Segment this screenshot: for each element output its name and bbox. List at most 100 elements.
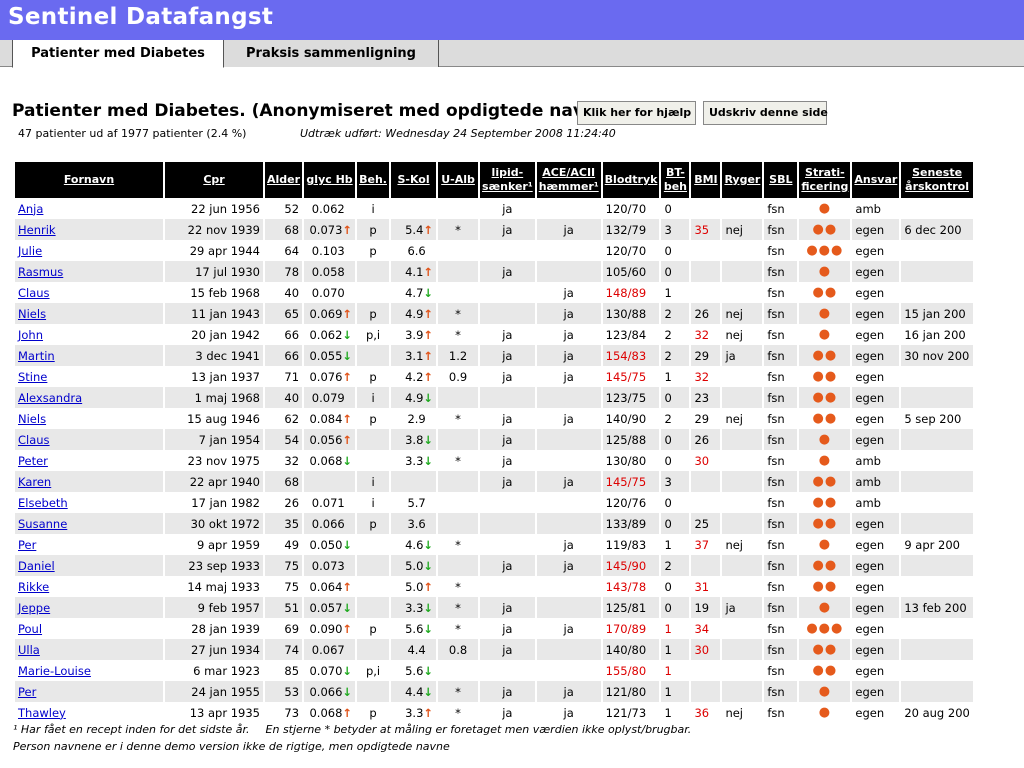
patient-name-link[interactable]: Rikke [15, 576, 163, 597]
patient-name-link[interactable]: Claus [15, 282, 163, 303]
arrow-up-icon: ↑ [342, 705, 353, 720]
extract-timestamp: Udtræk udført: Wednesday 24 September 20… [300, 127, 616, 140]
arrow-up-icon: ↑ [423, 369, 434, 384]
stratification-cell: ● [799, 261, 851, 282]
column-header-14[interactable]: Strati-ficering [799, 162, 851, 198]
column-header-6[interactable]: U-Alb [438, 162, 479, 198]
arrow-up-icon: ↑ [423, 222, 434, 237]
patient-name-link[interactable]: Niels [15, 303, 163, 324]
column-header-12[interactable]: Ryger [722, 162, 763, 198]
cpr-cell: 13 jan 1937 [165, 366, 263, 387]
column-header-7[interactable]: lipid-sænker¹ [480, 162, 535, 198]
patient-name-link[interactable]: Per [15, 681, 163, 702]
latest-annual-check-cell: 20 aug 200 [901, 702, 973, 723]
lipid-cell [480, 303, 535, 324]
column-header-9[interactable]: Blodtryk [602, 162, 660, 198]
table-row: Claus 7 jan 1954 54 0.056↑ 3.8↓ ja 125/88 0 26 fs… [15, 429, 973, 450]
column-header-0[interactable]: Fornavn [15, 162, 163, 198]
ace-cell: ja [536, 303, 601, 324]
cpr-cell: 6 mar 1923 [165, 660, 263, 681]
cpr-cell: 30 okt 1972 [165, 513, 263, 534]
patient-name-link[interactable]: Marie-Louise [15, 660, 163, 681]
lipid-cell [480, 534, 535, 555]
ace-cell [536, 639, 601, 660]
column-header-3[interactable]: glyc Hb [304, 162, 356, 198]
arrow-up-icon: ↑ [342, 411, 353, 426]
patient-name-link[interactable]: Anja [15, 198, 163, 219]
latest-annual-check-cell: 6 dec 200 [901, 219, 973, 240]
patient-name-link[interactable]: Elsebeth [15, 492, 163, 513]
patient-name-link[interactable]: Peter [15, 450, 163, 471]
responsibility-cell: egen [852, 618, 900, 639]
responsibility-cell: egen [852, 639, 900, 660]
column-header-2[interactable]: Alder [265, 162, 303, 198]
risk-dot-icon: ●● [812, 663, 838, 678]
patient-name-link[interactable]: Stine [15, 366, 163, 387]
help-button[interactable]: Klik her for hjælp [577, 101, 696, 125]
stratification-cell: ●●● [799, 240, 851, 261]
patient-name-link[interactable]: Daniel [15, 555, 163, 576]
column-header-4[interactable]: Beh. [357, 162, 390, 198]
patient-name-link[interactable]: Henrik [15, 219, 163, 240]
patient-name-link[interactable]: Niels [15, 408, 163, 429]
bmi-cell: 32 [691, 366, 721, 387]
latest-annual-check-cell [901, 639, 973, 660]
responsibility-cell: egen [852, 240, 900, 261]
blood-pressure-cell: 121/80 [602, 681, 660, 702]
sbl-cell: fsn [764, 198, 798, 219]
blood-pressure-cell: 132/79 [602, 219, 660, 240]
arrow-down-icon: ↓ [342, 348, 353, 363]
patient-name-link[interactable]: Claus [15, 429, 163, 450]
glyc-hb-cell: 0.073↑ [304, 219, 356, 240]
table-row: Elsebeth 17 jan 1982 26 0.071 i 5.7 120/76 0 f… [15, 492, 973, 513]
patient-name-link[interactable]: Per [15, 534, 163, 555]
tab-patients-diabetes[interactable]: Patienter med Diabetes [12, 40, 224, 68]
blood-pressure-cell: 130/88 [602, 303, 660, 324]
column-header-8[interactable]: ACE/ACII hæmmer¹ [536, 162, 601, 198]
column-header-15[interactable]: Ansvar [852, 162, 900, 198]
arrow-up-icon: ↑ [342, 369, 353, 384]
bt-beh-cell: 3 [661, 219, 690, 240]
column-header-13[interactable]: SBL [764, 162, 798, 198]
column-header-5[interactable]: S-Kol [391, 162, 437, 198]
smoker-cell [722, 639, 763, 660]
column-header-10[interactable]: BT-beh [661, 162, 690, 198]
column-header-11[interactable]: BMI [691, 162, 721, 198]
patient-name-link[interactable]: Ulla [15, 639, 163, 660]
patient-name-link[interactable]: Alexsandra [15, 387, 163, 408]
bmi-cell: 30 [691, 639, 721, 660]
lipid-cell [480, 387, 535, 408]
column-header-1[interactable]: Cpr [165, 162, 263, 198]
patient-name-link[interactable]: Martin [15, 345, 163, 366]
patient-name-link[interactable]: Susanne [15, 513, 163, 534]
ace-cell: ja [536, 555, 601, 576]
patient-name-link[interactable]: Jeppe [15, 597, 163, 618]
stratification-cell: ●● [799, 492, 851, 513]
patient-name-link[interactable]: Poul [15, 618, 163, 639]
lipid-cell [480, 282, 535, 303]
responsibility-cell: egen [852, 261, 900, 282]
bt-beh-cell: 1 [661, 534, 690, 555]
responsibility-cell: egen [852, 387, 900, 408]
stratification-cell: ●● [799, 555, 851, 576]
patient-name-link[interactable]: Thawley [15, 702, 163, 723]
patient-name-link[interactable]: Karen [15, 471, 163, 492]
patient-name-link[interactable]: Rasmus [15, 261, 163, 282]
print-button[interactable]: Udskriv denne side [703, 101, 828, 125]
latest-annual-check-cell: 30 nov 200 [901, 345, 973, 366]
u-alb-cell: * [438, 681, 479, 702]
glyc-hb-cell: 0.076↑ [304, 366, 356, 387]
tab-practice-comparison[interactable]: Praksis sammenligning [223, 40, 439, 67]
latest-annual-check-cell [901, 198, 973, 219]
glyc-hb-cell: 0.055↓ [304, 345, 356, 366]
patient-name-link[interactable]: Julie [15, 240, 163, 261]
tab-bar: Patienter med Diabetes Praksis sammenlig… [0, 40, 1024, 68]
ace-cell [536, 450, 601, 471]
latest-annual-check-cell [901, 282, 973, 303]
patient-name-link[interactable]: John [15, 324, 163, 345]
bmi-cell: 19 [691, 597, 721, 618]
responsibility-cell: amb [852, 198, 900, 219]
column-header-16[interactable]: Seneste årskontrol [901, 162, 973, 198]
latest-annual-check-cell [901, 513, 973, 534]
bmi-cell: 23 [691, 387, 721, 408]
